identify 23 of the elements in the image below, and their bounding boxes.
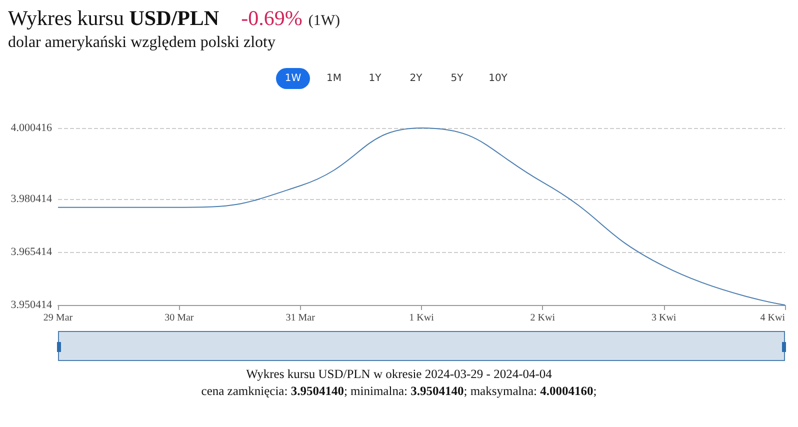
x-tick-label: 1 Kwi <box>409 312 434 324</box>
text: Wykres kursu USD/PLN w okresie 2024-03-29 - 2024-04-04 <box>245 366 553 383</box>
x-tick-label: 31 Mar <box>286 312 316 324</box>
x-tick-label: 3 Kwi <box>651 312 676 324</box>
text: 10Y <box>488 72 508 86</box>
x-tick-label: 4 Kwi <box>760 312 786 324</box>
y-tick-label: 3.950414 <box>10 299 52 311</box>
text: cena zamknięcia: 3.9504140; minimalna: 3.9504140; maksymalna: 4.0004160; <box>200 383 598 400</box>
y-tick-label: 4.000416 <box>10 122 52 134</box>
text: 1M <box>326 72 342 86</box>
chart-subtitle: dolar amerykański względem polski zloty <box>8 34 276 52</box>
text: 1W <box>276 68 310 89</box>
text: -0.69% <box>241 6 302 30</box>
chart-title: Wykres kursu USD/PLN <box>8 6 220 30</box>
x-tick-label: 29 Mar <box>43 312 74 324</box>
text: 1Y <box>368 72 382 86</box>
text: (1W) <box>308 13 340 29</box>
x-tick-label: 2 Kwi <box>530 312 556 324</box>
y-tick-label: 3.980414 <box>10 192 52 205</box>
text: 5Y <box>450 72 464 86</box>
y-tick-label: 3.965414 <box>10 246 52 258</box>
x-tick-label: 30 Mar <box>164 312 194 324</box>
text: 2Y <box>408 72 424 86</box>
